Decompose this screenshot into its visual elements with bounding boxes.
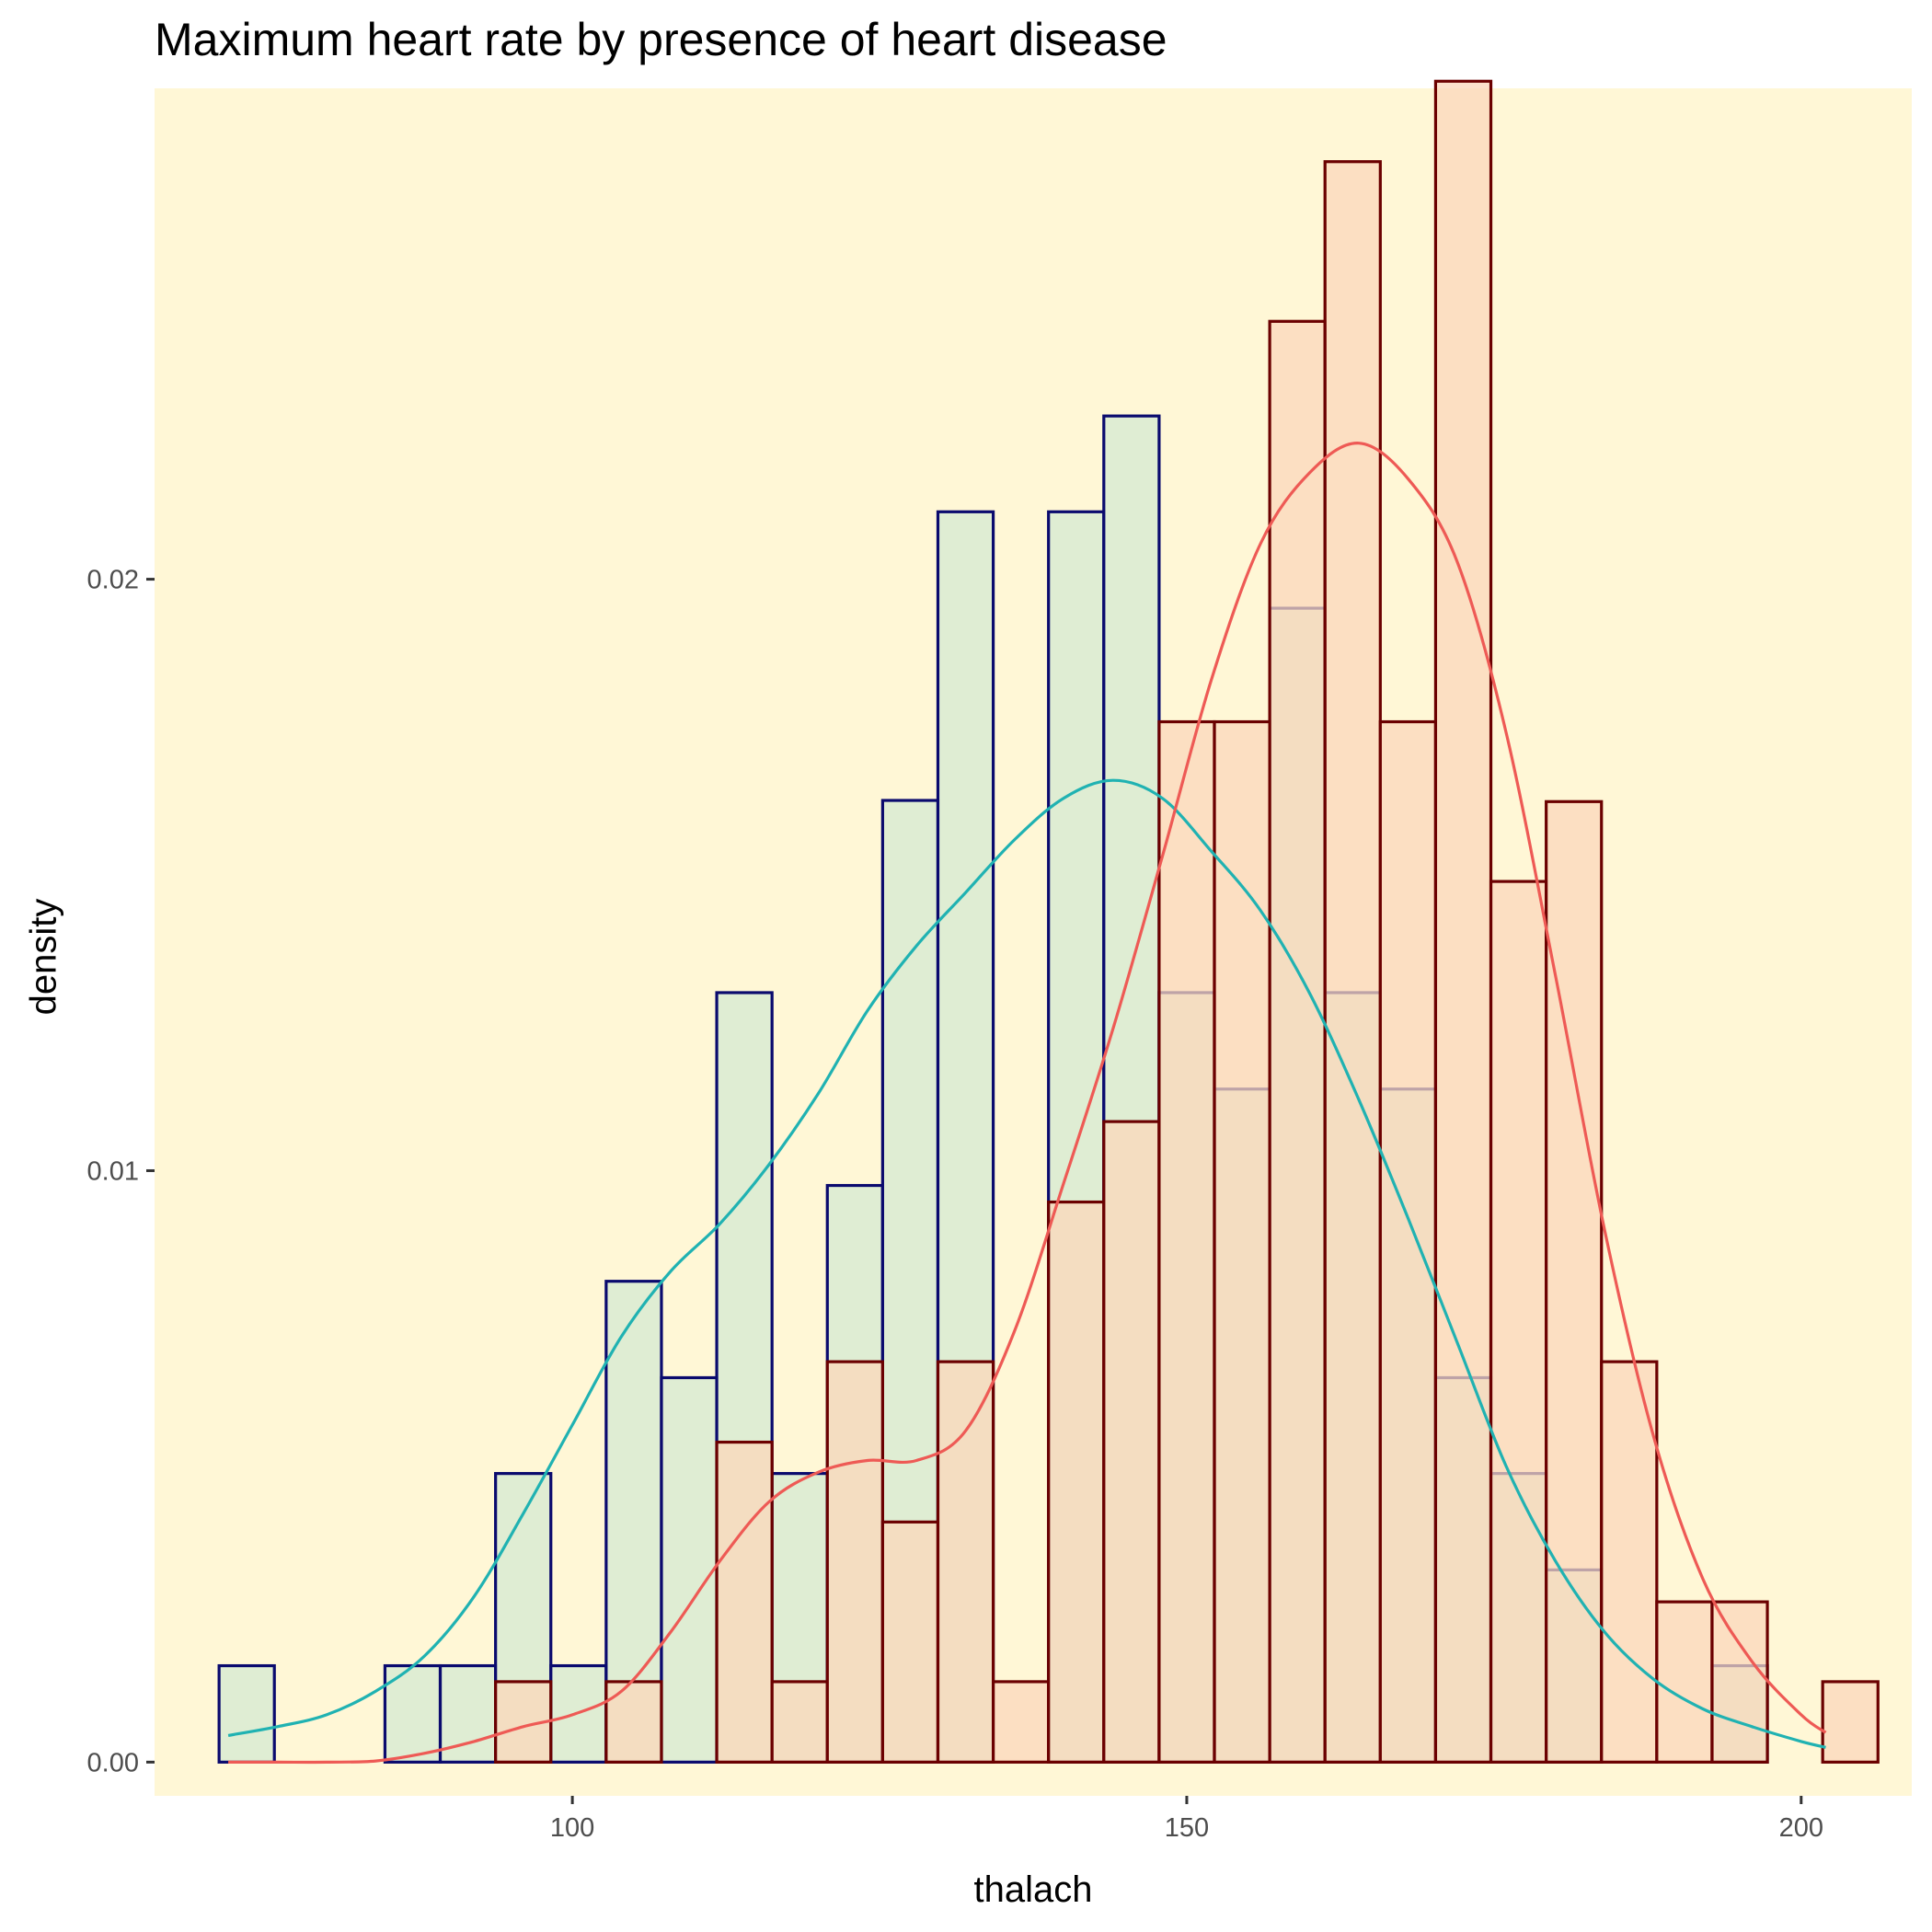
bar <box>660 1375 719 1764</box>
bar <box>1157 719 1216 1764</box>
bar <box>1213 719 1271 1764</box>
density-curve-1 <box>227 778 1826 1749</box>
x-axis: 100 150 200 <box>550 1796 1823 1843</box>
bar <box>770 1680 829 1764</box>
density-curves-layer <box>227 442 1827 1765</box>
bar <box>1047 1200 1106 1764</box>
bar <box>715 1440 774 1764</box>
bar <box>991 1680 1051 1764</box>
y-axis-title: density <box>23 898 64 1016</box>
bar <box>217 1663 276 1764</box>
x-axis-title: thalach <box>973 1869 1093 1910</box>
bar <box>880 1520 940 1764</box>
y-axis: 0.00 0.01 0.02 <box>87 566 155 1777</box>
bar <box>1655 1600 1714 1764</box>
bar <box>1710 1600 1769 1764</box>
chart-title: Maximum heart rate by presence of heart … <box>155 14 1167 65</box>
x-tick-label: 200 <box>1779 1813 1823 1843</box>
bar <box>1378 719 1438 1764</box>
y-tick-label: 0.00 <box>87 1748 139 1777</box>
bar <box>604 1680 663 1764</box>
bar-series-2 <box>494 79 1880 1764</box>
bar <box>1545 799 1604 1764</box>
bar <box>1600 1360 1659 1764</box>
x-tick-label: 150 <box>1165 1813 1209 1843</box>
y-tick-label: 0.01 <box>87 1156 139 1186</box>
x-tick-label: 100 <box>550 1813 594 1843</box>
y-tick-label: 0.02 <box>87 566 139 595</box>
bar <box>1102 1120 1161 1764</box>
bar <box>1433 79 1493 1764</box>
bar <box>1821 1680 1880 1764</box>
bar <box>1323 160 1382 1764</box>
density-curve-2 <box>228 442 1827 1765</box>
bar <box>936 1360 995 1764</box>
bar <box>1489 880 1548 1764</box>
bar <box>825 1360 884 1764</box>
bar <box>1268 319 1327 1764</box>
bars-layer <box>217 79 1880 1764</box>
